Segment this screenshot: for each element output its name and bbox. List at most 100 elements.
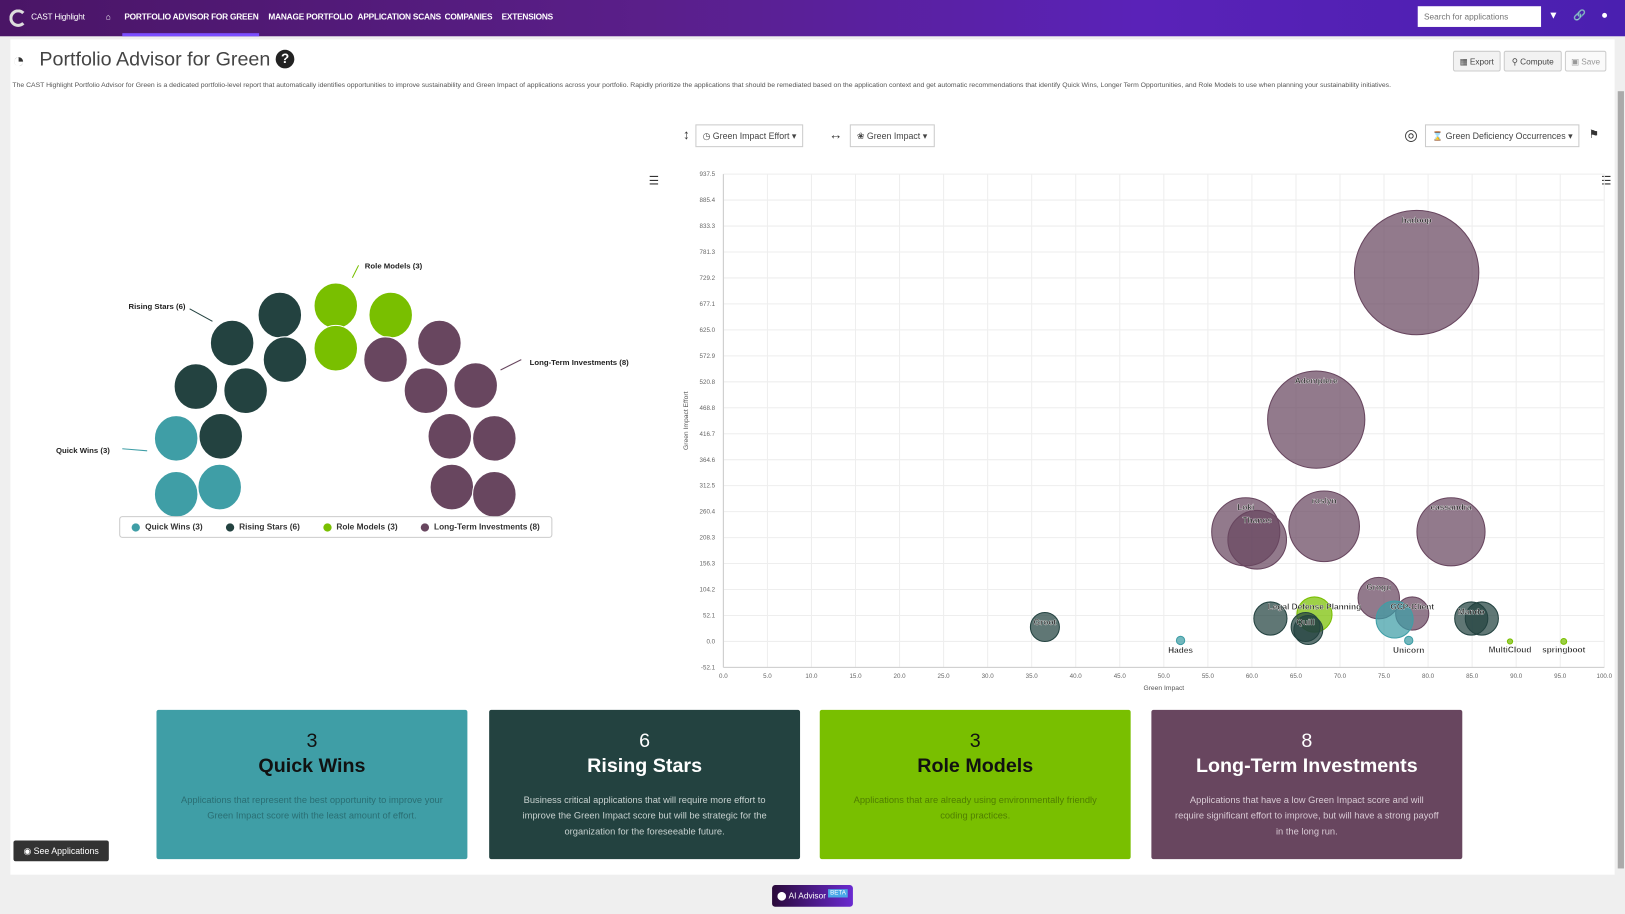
bubble-springboot[interactable]	[1560, 637, 1568, 645]
beta-badge: BETA	[828, 888, 848, 897]
y-tick-label: 416.7	[700, 431, 716, 438]
x-tick-label: 30.0	[982, 673, 995, 680]
y-tick-label: 52.1	[703, 613, 716, 620]
category-bubble-long[interactable]	[417, 319, 462, 367]
home-icon[interactable]: ⌂	[105, 12, 111, 22]
bubble-label: Adempiere	[1295, 375, 1338, 385]
compute-button[interactable]: ⚲ Compute	[1503, 50, 1562, 72]
y-tick-label: 572.9	[700, 353, 716, 360]
nav-manage-portfolio[interactable]: MANAGE PORTFOLIO	[268, 12, 353, 22]
bubble-cassandra[interactable]	[1416, 497, 1486, 567]
category-bubble-long[interactable]	[363, 336, 408, 383]
y-tick-label: 312.5	[700, 483, 716, 490]
compute-label: Compute	[1520, 56, 1554, 66]
category-bubble-long[interactable]	[472, 471, 517, 518]
cast-logo-icon[interactable]	[9, 9, 27, 27]
connector-line	[500, 359, 522, 371]
connector-line	[351, 265, 360, 278]
x-tick-label: 55.0	[1202, 673, 1215, 680]
x-axis-selector[interactable]: ❀ Green Impact ▾	[849, 124, 935, 148]
user-icon[interactable]: ●	[1601, 9, 1608, 22]
right-chart-menu-icon[interactable]: ☰	[1601, 175, 1612, 188]
category-bubble-long[interactable]	[472, 415, 517, 462]
active-tab-indicator	[122, 33, 260, 37]
see-applications-button[interactable]: ◉ See Applications	[13, 840, 109, 862]
x-tick-label: 70.0	[1334, 673, 1347, 680]
card-title: Quick Wins	[258, 755, 366, 778]
bubble-Thanos[interactable]	[1227, 509, 1288, 570]
card-desc: Business critical applications that will…	[522, 794, 767, 837]
brand-name[interactable]: CAST Highlight	[31, 12, 85, 22]
bubble-rising[interactable]	[1253, 601, 1288, 636]
search-input[interactable]	[1417, 6, 1542, 27]
category-bubble-rising[interactable]	[209, 319, 255, 367]
bubble-rising[interactable]	[1293, 614, 1324, 646]
y-axis-selector[interactable]: ◷ Green Impact Effort ▾	[695, 124, 804, 148]
category-bubble-quick[interactable]	[197, 463, 242, 511]
export-button[interactable]: ▦ Export	[1452, 50, 1501, 72]
y-axis-value: Green Impact Effort	[712, 130, 790, 141]
y-tick-label: 208.3	[700, 535, 716, 542]
ai-advisor-button[interactable]: ⬤ AI Advisor BETA	[772, 885, 853, 907]
card-count: 3	[306, 730, 318, 753]
category-bubble-rising[interactable]	[262, 336, 308, 383]
nav-extensions[interactable]: EXTENSIONS	[501, 12, 554, 22]
category-bubble-rising[interactable]	[257, 291, 303, 339]
nav-companies[interactable]: COMPANIES	[444, 12, 493, 22]
bubble-rising[interactable]	[1464, 601, 1499, 636]
filter-icon[interactable]: ▼	[1548, 10, 1559, 22]
bubble-label: Loki	[1237, 502, 1254, 512]
category-bubble-role[interactable]	[313, 324, 359, 372]
legend-rising-stars[interactable]: Rising Stars (6)	[225, 522, 300, 532]
eye-icon: ◉	[23, 845, 34, 856]
ai-advisor-label: AI Advisor	[788, 891, 826, 901]
save-button[interactable]: ▣ Save	[1564, 50, 1607, 72]
legend-role-models[interactable]: Role Models (3)	[322, 522, 398, 532]
target-icon: ◎	[1404, 126, 1418, 145]
category-bubble-long[interactable]	[403, 367, 449, 415]
card-quick-wins[interactable]: 3 Quick Wins Applications that represent…	[156, 709, 468, 860]
nav-portfolio-advisor[interactable]: PORTFOLIO ADVISOR FOR GREEN	[124, 12, 259, 22]
category-bubble-role[interactable]	[368, 291, 413, 339]
scrollbar[interactable]	[1617, 91, 1624, 869]
category-bubble-long[interactable]	[453, 362, 498, 409]
card-long-term[interactable]: 8 Long-Term Investments Applications tha…	[1151, 709, 1463, 860]
bubble-Unicorn[interactable]	[1404, 635, 1414, 646]
bubble-label: Mando	[1458, 606, 1485, 616]
nav-application-scans[interactable]: APPLICATION SCANS	[357, 12, 442, 22]
legend-long-term[interactable]: Long-Term Investments (8)	[420, 522, 540, 532]
y-tick-label: 104.2	[700, 587, 716, 594]
card-rising-stars[interactable]: 6 Rising Stars Business critical applica…	[489, 709, 801, 860]
category-bubble-long[interactable]	[429, 463, 475, 511]
bubble-Hades[interactable]	[1175, 635, 1186, 646]
bubble-quick[interactable]	[1375, 600, 1414, 639]
y-tick-label: 677.1	[700, 301, 716, 308]
size-selector[interactable]: ⌛ Green Deficiency Occurrences ▾	[1424, 124, 1580, 148]
category-bubble-quick[interactable]	[153, 471, 199, 518]
y-tick-label: 729.2	[700, 275, 716, 282]
bubble-hadoop[interactable]	[1353, 209, 1480, 336]
left-chart-menu-icon[interactable]: ☰	[648, 175, 659, 188]
y-tick-label: 625.0	[700, 327, 716, 334]
category-bubble-rising[interactable]	[198, 412, 244, 460]
legend-quick-wins[interactable]: Quick Wins (3)	[131, 522, 203, 532]
category-bubble-long[interactable]	[427, 412, 473, 460]
size-value: Green Deficiency Occurrences	[1445, 130, 1566, 141]
category-bubble-rising[interactable]	[173, 363, 219, 410]
page-title-text: Portfolio Advisor for Green	[39, 48, 271, 71]
category-bubble-quick[interactable]	[153, 415, 199, 462]
bubble-Groot[interactable]	[1029, 611, 1060, 643]
tag-icon[interactable]: ⚑	[1588, 128, 1599, 141]
help-icon[interactable]: ?	[275, 49, 295, 69]
link-icon[interactable]: 🔗	[1573, 10, 1586, 22]
card-role-models[interactable]: 3 Role Models Applications that are alre…	[819, 709, 1131, 860]
category-bubble-rising[interactable]	[223, 367, 268, 415]
bubble-label: GCP-Client	[1390, 601, 1434, 611]
bubble-roslyn[interactable]	[1288, 490, 1360, 563]
x-tick-label: 20.0	[894, 673, 907, 680]
category-bubble-role[interactable]	[313, 282, 359, 330]
bubble-Adempiere[interactable]	[1267, 370, 1366, 469]
bubble-MultiCloud[interactable]	[1506, 638, 1514, 645]
x-tick-label: 85.0	[1466, 673, 1479, 680]
x-tick-label: 90.0	[1510, 673, 1523, 680]
